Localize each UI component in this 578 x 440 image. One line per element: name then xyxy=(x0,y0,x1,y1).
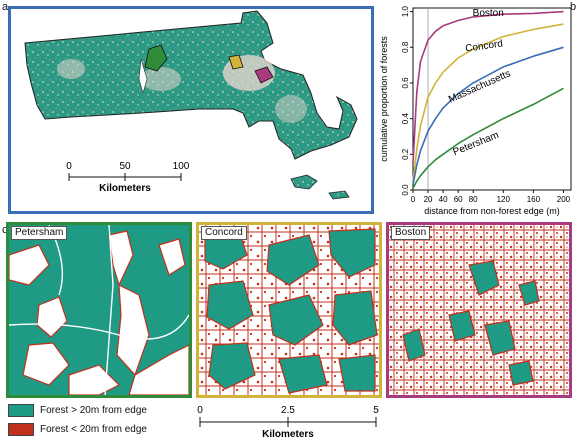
zoom-map-concord: Concord xyxy=(196,222,382,398)
massachusetts-outline xyxy=(24,10,358,160)
petersham-highlight xyxy=(144,44,168,72)
zoom-scalebar: 0 2.5 5 Kilometers xyxy=(197,405,379,440)
island-nantucket xyxy=(328,190,350,200)
series-label: Boston xyxy=(473,8,504,19)
urban-area xyxy=(275,95,307,123)
scalebar-tick-label: 100 xyxy=(173,161,190,172)
series-line xyxy=(412,46,564,185)
y-tick-label: 0.0 xyxy=(401,184,410,196)
x-tick-label: 80 xyxy=(469,195,478,204)
map-scalebar: 0 50 100 Kilometers xyxy=(66,161,190,194)
y-tick-label: 1.0 xyxy=(401,5,410,17)
scalebar-tick-label: 2.5 xyxy=(281,405,295,416)
panel-letter-b: b xyxy=(570,1,577,13)
petersham-forest-map xyxy=(9,225,189,395)
massachusetts-map: 0 50 100 Kilometers xyxy=(24,10,358,200)
y-tick-label: 0.6 xyxy=(401,77,410,89)
panel-letter-a: a xyxy=(2,1,9,13)
panel-letter-c: c xyxy=(2,224,8,236)
boston-highlight xyxy=(254,66,274,84)
legend-swatch xyxy=(8,404,34,417)
y-axis-label: cumulative proportion of forests xyxy=(379,36,389,162)
scalebar-tick-label: 50 xyxy=(119,161,131,172)
urban-area xyxy=(57,59,85,79)
legend-item-interior: Forest > 20m from edge xyxy=(8,404,147,417)
series-line xyxy=(412,10,564,164)
x-tick-label: 20 xyxy=(424,195,433,204)
x-tick-label: 200 xyxy=(557,195,571,204)
series-label: Massachusetts xyxy=(447,68,512,105)
series-line xyxy=(412,87,564,189)
y-tick-label: 0.2 xyxy=(401,148,410,160)
cumulative-chart: 0 20 40 60 80 120 160 200 0.0 0.2 0.4 0.6 0.8 1.0 dist… xyxy=(379,5,572,216)
x-tick-label: 0 xyxy=(411,195,416,204)
series-line xyxy=(412,23,564,182)
legend-item-edge: Forest < 20m from edge xyxy=(8,423,147,436)
zoom-map-title: Boston xyxy=(391,226,431,240)
scalebar-unit: Kilometers xyxy=(99,183,151,194)
zoom-map-petersham: Petersham xyxy=(6,222,192,398)
x-tick-label: 40 xyxy=(439,195,448,204)
zoom-map-boston: Boston xyxy=(386,222,572,398)
reservoir xyxy=(138,58,148,94)
scalebar-tick-label: 5 xyxy=(373,405,379,416)
legend-swatch xyxy=(8,423,34,436)
y-tick-label: 0.8 xyxy=(401,41,410,53)
x-tick-label: 160 xyxy=(527,195,541,204)
plot-frame xyxy=(412,7,572,191)
scalebar-tick-label: 0 xyxy=(66,161,72,172)
boston-forest-map xyxy=(389,225,569,395)
series-label: Concord xyxy=(465,38,504,54)
x-tick-label: 120 xyxy=(497,195,511,204)
urban-area xyxy=(141,67,181,91)
y-tick-label: 0.4 xyxy=(401,113,410,125)
legend-label: Forest > 20m from edge xyxy=(40,405,147,416)
concord-highlight xyxy=(228,54,244,70)
x-tick-label: 60 xyxy=(454,195,463,204)
scalebar-unit: Kilometers xyxy=(262,429,314,440)
zoom-map-title: Petersham xyxy=(11,226,68,240)
zoom-map-title: Concord xyxy=(201,226,247,240)
concord-forest-map xyxy=(199,225,379,395)
scalebar-tick-label: 0 xyxy=(197,405,203,416)
island-marthas-vineyard xyxy=(290,174,318,190)
x-axis-label: distance from non-forest edge (m) xyxy=(424,206,560,216)
massachusetts-map-panel: 0 50 100 Kilometers xyxy=(8,6,374,214)
legend-label: Forest < 20m from edge xyxy=(40,424,147,435)
